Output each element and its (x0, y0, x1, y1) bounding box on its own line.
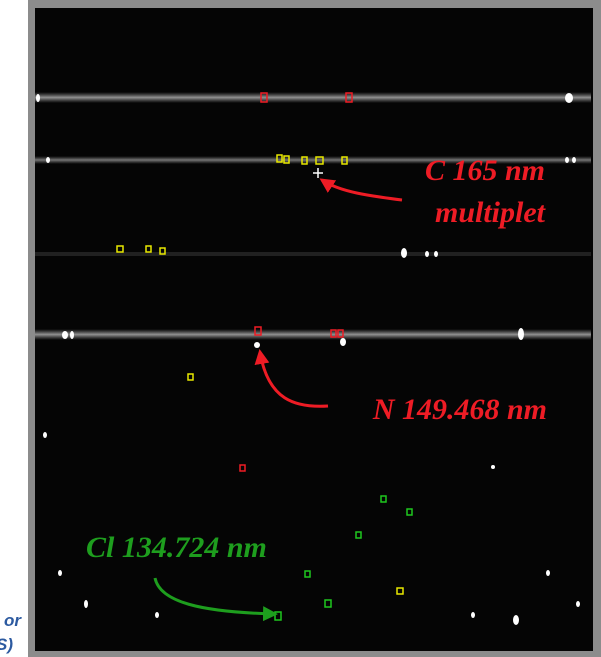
edge-text: or (4, 611, 22, 630)
annotation: N 149.468 nm (372, 393, 547, 426)
figure: or S) (0, 0, 601, 657)
streak (35, 92, 591, 103)
annotation: multiplet (435, 196, 547, 229)
annotation: Cl 134.724 nm (86, 531, 267, 564)
edge-text: S) (0, 635, 13, 654)
annotation: C 165 nm (425, 154, 545, 187)
streak (35, 329, 591, 340)
page: or S) (0, 0, 601, 657)
